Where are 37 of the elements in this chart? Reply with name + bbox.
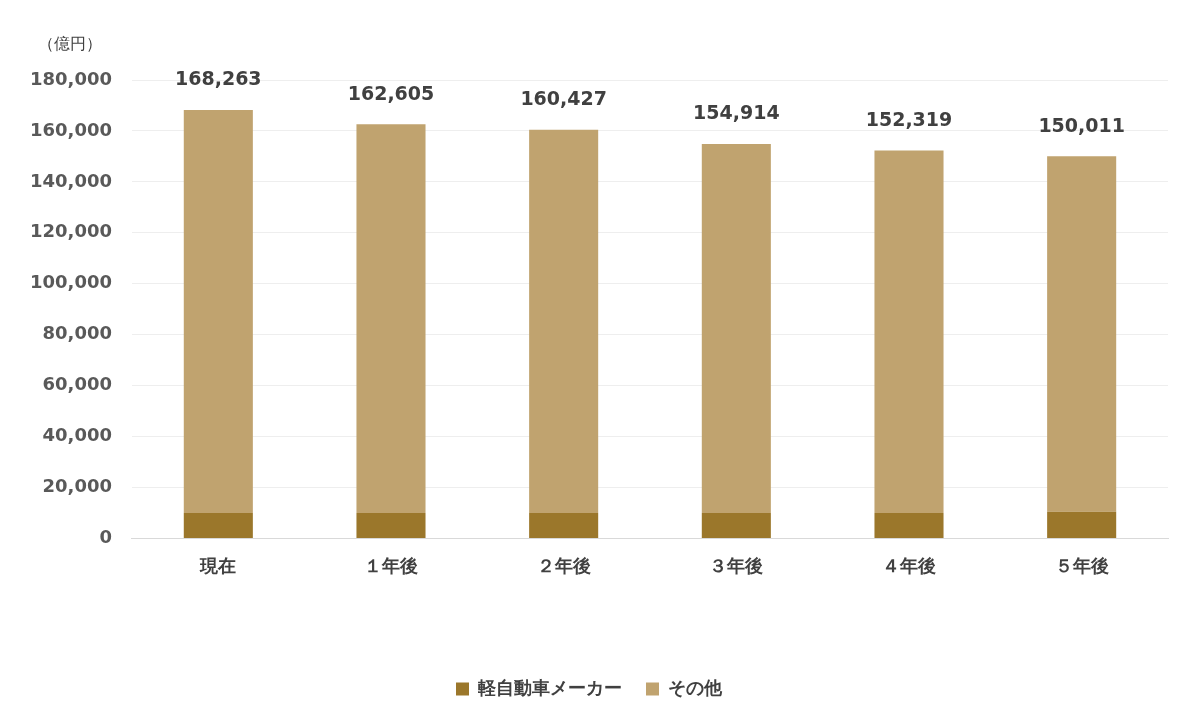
y-tick-label: 40,000 bbox=[42, 424, 112, 446]
y-tick-label: 60,000 bbox=[42, 373, 112, 395]
y-tick-label: 140,000 bbox=[30, 169, 112, 191]
bar bbox=[1047, 156, 1117, 512]
bar bbox=[529, 129, 599, 513]
y-tick-label: 180,000 bbox=[30, 67, 112, 89]
bar bbox=[874, 150, 944, 513]
y-tick-label: 80,000 bbox=[42, 322, 112, 344]
x-tick-label: １年後 bbox=[363, 554, 418, 576]
total-label: 168,263 bbox=[175, 67, 262, 90]
x-tick-label: ３年後 bbox=[709, 554, 764, 576]
y-tick-label: 120,000 bbox=[30, 220, 112, 242]
total-label: 162,605 bbox=[347, 81, 435, 104]
total-label: 160,427 bbox=[520, 87, 607, 110]
bar bbox=[529, 512, 599, 538]
bar bbox=[874, 512, 944, 538]
legend-label: 軽自動車メーカー bbox=[477, 676, 622, 698]
x-tick-label: ５年後 bbox=[1054, 554, 1109, 576]
bar bbox=[183, 512, 253, 538]
x-tick-label: ２年後 bbox=[536, 554, 591, 576]
bar bbox=[183, 109, 253, 513]
y-tick-label: 20,000 bbox=[42, 475, 112, 497]
y-tick-label: 160,000 bbox=[30, 118, 112, 140]
legend-label: その他 bbox=[668, 676, 723, 698]
y-axis-title: （億円） bbox=[38, 34, 102, 54]
x-tick-label: 現在 bbox=[199, 554, 237, 576]
x-tick-label: ４年後 bbox=[882, 554, 936, 576]
y-tick-label: 100,000 bbox=[30, 271, 112, 293]
y-tick-label: 0 bbox=[99, 526, 112, 548]
total-label: 150,011 bbox=[1038, 113, 1125, 136]
bar bbox=[356, 512, 426, 538]
bar bbox=[1047, 511, 1117, 538]
total-label: 154,914 bbox=[693, 101, 780, 124]
bar bbox=[701, 512, 771, 538]
bar bbox=[356, 124, 426, 513]
total-label: 152,319 bbox=[865, 107, 953, 130]
bar bbox=[701, 143, 771, 513]
